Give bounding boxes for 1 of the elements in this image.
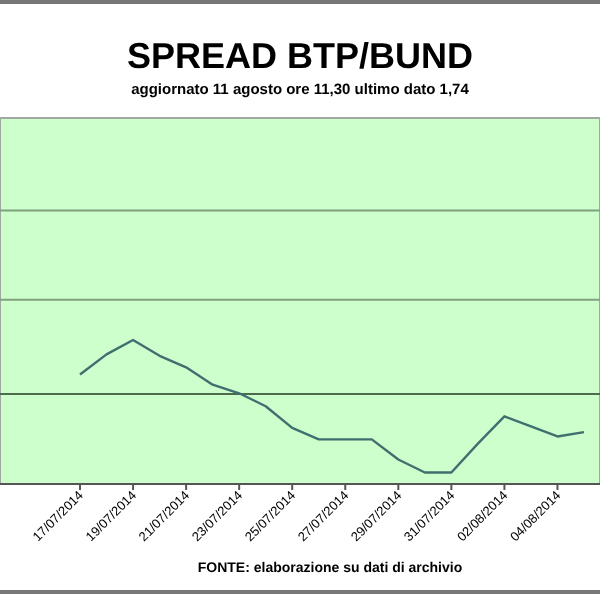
chart-title: SPREAD BTP/BUND bbox=[126, 36, 474, 76]
